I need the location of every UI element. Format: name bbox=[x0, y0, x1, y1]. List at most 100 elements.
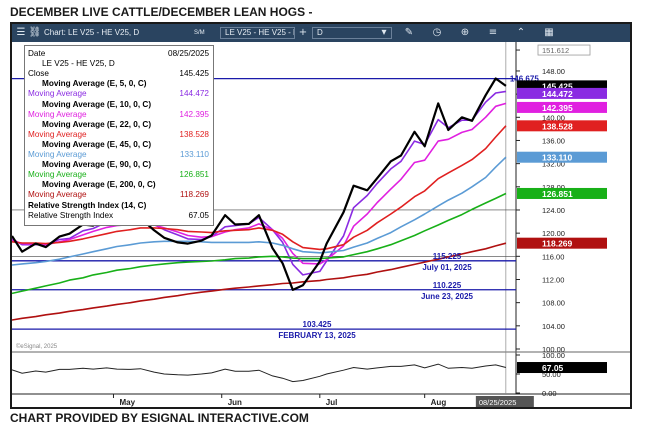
y-tick-label: 116.00 bbox=[542, 252, 564, 261]
rsi-tag-box bbox=[517, 362, 607, 374]
legend-row: Moving Average (E, 22, 0, C) bbox=[28, 120, 209, 129]
chart-credit: CHART PROVIDED BY ESIGNAL INTERACTIVE.CO… bbox=[10, 411, 309, 425]
legend-label: LE V25 - HE V25, D bbox=[42, 59, 115, 69]
y-tick-label: 136.00 bbox=[542, 136, 565, 145]
y-tick-label: 120.00 bbox=[542, 229, 565, 238]
price-tag-label: 118.269 bbox=[542, 239, 573, 249]
price-tag-box bbox=[517, 187, 607, 199]
legend-value: 144.472 bbox=[179, 89, 209, 99]
legend-label: Moving Average bbox=[28, 170, 87, 180]
x-end-box bbox=[475, 396, 534, 407]
legend-row: Moving Average 118.269 bbox=[28, 190, 209, 199]
price-tag-box bbox=[517, 87, 607, 99]
level-date-label: July 01, 2025 bbox=[422, 263, 472, 272]
price-tag-label: 145.425 bbox=[542, 81, 573, 91]
y-tick-label: 132.00 bbox=[542, 160, 565, 169]
legend-row: LE V25 - HE V25, D bbox=[28, 59, 209, 68]
pencil-icon[interactable]: ✎ bbox=[404, 27, 414, 38]
legend-value: 142.395 bbox=[179, 109, 209, 119]
moving-average-line-2 bbox=[12, 102, 507, 265]
legend-label: Moving Average bbox=[28, 150, 87, 159]
y-tick-label: 112.00 bbox=[542, 275, 564, 284]
legend-row: Close 145.425 bbox=[28, 69, 209, 78]
legend-label: Moving Average (E, 5, 0, C) bbox=[42, 79, 147, 89]
y-tick-label: 108.00 bbox=[542, 299, 565, 308]
x-tick-label: May bbox=[119, 398, 135, 407]
chart-window: 100.00 104.00 108.00 112.00 116.00 120.00 124.… bbox=[10, 22, 632, 409]
y-tick-label: 151.612 bbox=[542, 46, 569, 55]
y-tick-label: 100.00 bbox=[542, 345, 565, 354]
layers-icon[interactable]: ≡ bbox=[488, 27, 498, 38]
legend-label: Close bbox=[28, 69, 49, 79]
legend-value: 67.05 bbox=[188, 210, 210, 220]
price-tag-box bbox=[517, 237, 607, 249]
add-icon[interactable]: + bbox=[298, 27, 308, 38]
y-tick-top-box bbox=[537, 44, 591, 56]
legend-value: 133.110 bbox=[180, 150, 209, 159]
legend-value: 126.851 bbox=[179, 170, 209, 180]
clock-icon[interactable]: ◷ bbox=[432, 27, 442, 38]
legend-row: Moving Average 138.528 bbox=[28, 130, 209, 139]
level-label: 110.225 bbox=[433, 281, 462, 290]
level-label: 103.425 bbox=[303, 320, 332, 329]
moving-average-line-6 bbox=[12, 242, 507, 321]
legend-row: Moving Average 142.395 bbox=[28, 110, 209, 119]
price-tag-label: 142.395 bbox=[542, 103, 573, 113]
legend-row: Moving Average (E, 90, 0, C) bbox=[28, 160, 209, 169]
legend-label: Moving Average (E, 22, 0, C) bbox=[42, 119, 152, 129]
legend-value: 118.269 bbox=[180, 190, 209, 200]
legend-row: Moving Average 126.851 bbox=[28, 170, 209, 179]
menu-icon[interactable]: ☰ bbox=[16, 27, 26, 38]
price-tag-box bbox=[517, 120, 607, 132]
legend-row: Moving Average (E, 45, 0, C) bbox=[28, 140, 209, 149]
level-label: 146.675 bbox=[510, 75, 539, 84]
chart-toolbar: ☰ ⛓ Chart: LE V25 - HE V25, D S/M LE V25… bbox=[12, 24, 630, 42]
legend-label: Moving Average bbox=[28, 89, 87, 99]
legend-label: Moving Average (E, 45, 0, C) bbox=[42, 139, 152, 149]
moving-average-line-4 bbox=[12, 156, 507, 266]
legend-row: Moving Average (E, 10, 0, C) bbox=[28, 100, 209, 109]
interval-field[interactable]: D bbox=[312, 27, 392, 39]
level-date-label: June 23, 2025 bbox=[421, 292, 474, 301]
globe-icon[interactable]: ⊕ bbox=[460, 27, 470, 38]
x-end-label: 08/25/2025 bbox=[479, 398, 517, 407]
interval-value: D bbox=[317, 28, 323, 37]
legend-row: Moving Average 144.472 bbox=[28, 89, 209, 98]
y-tick-label: 104.00 bbox=[542, 322, 565, 331]
legend-label: Moving Average (E, 90, 0, C) bbox=[42, 160, 152, 170]
x-tick-label: Aug bbox=[431, 398, 447, 407]
rsi-tag-label: 67.05 bbox=[542, 363, 564, 373]
legend-label: Moving Average bbox=[28, 109, 87, 119]
price-tag-label: 126.851 bbox=[542, 189, 573, 199]
y-tick-label: 148.00 bbox=[542, 67, 565, 76]
legend-row: Moving Average 133.110 bbox=[28, 150, 209, 159]
legend-label: Relative Strength Index (14, C) bbox=[28, 200, 147, 210]
grid-icon[interactable]: ▦ bbox=[544, 27, 554, 38]
legend-row: Moving Average (E, 5, 0, C) bbox=[28, 79, 209, 88]
chevron-down-icon[interactable]: ▾ bbox=[381, 27, 387, 38]
y-tick-label: 124.00 bbox=[542, 206, 565, 215]
legend-value: 08/25/2025 bbox=[168, 49, 209, 58]
legend-value: 138.528 bbox=[179, 129, 209, 139]
moving-average-line-3 bbox=[12, 125, 507, 251]
symbol-field[interactable]: LE V25 - HE V25 - Hi bbox=[220, 27, 295, 39]
rsi-y-tick-label: 50.00 bbox=[542, 370, 561, 379]
x-tick-label: Jun bbox=[228, 398, 242, 407]
chevron-up-icon[interactable]: ⌃ bbox=[516, 27, 526, 38]
moving-average-line-5 bbox=[12, 192, 507, 295]
price-tag-label: 133.110 bbox=[542, 153, 573, 163]
y-tick-label: 140.00 bbox=[542, 113, 565, 122]
legend-label: Moving Average bbox=[28, 129, 87, 139]
legend-value: 145.425 bbox=[179, 69, 209, 79]
rsi-line bbox=[12, 363, 507, 383]
legend-label: Moving Average (E, 200, 0, C) bbox=[42, 180, 156, 190]
legend-label: Date bbox=[28, 49, 46, 58]
legend-row: Relative Strength Index 67.05 bbox=[28, 211, 209, 220]
link-icon[interactable]: ⛓ bbox=[28, 27, 42, 38]
legend-label: Moving Average (E, 10, 0, C) bbox=[42, 99, 152, 109]
legend-row: Date 08/25/2025 bbox=[28, 49, 209, 58]
price-tag-label: 144.472 bbox=[542, 89, 573, 99]
price-tag-label: 138.528 bbox=[542, 121, 573, 131]
sm-label[interactable]: S/M bbox=[194, 30, 205, 36]
legend-label: Moving Average bbox=[28, 190, 87, 200]
